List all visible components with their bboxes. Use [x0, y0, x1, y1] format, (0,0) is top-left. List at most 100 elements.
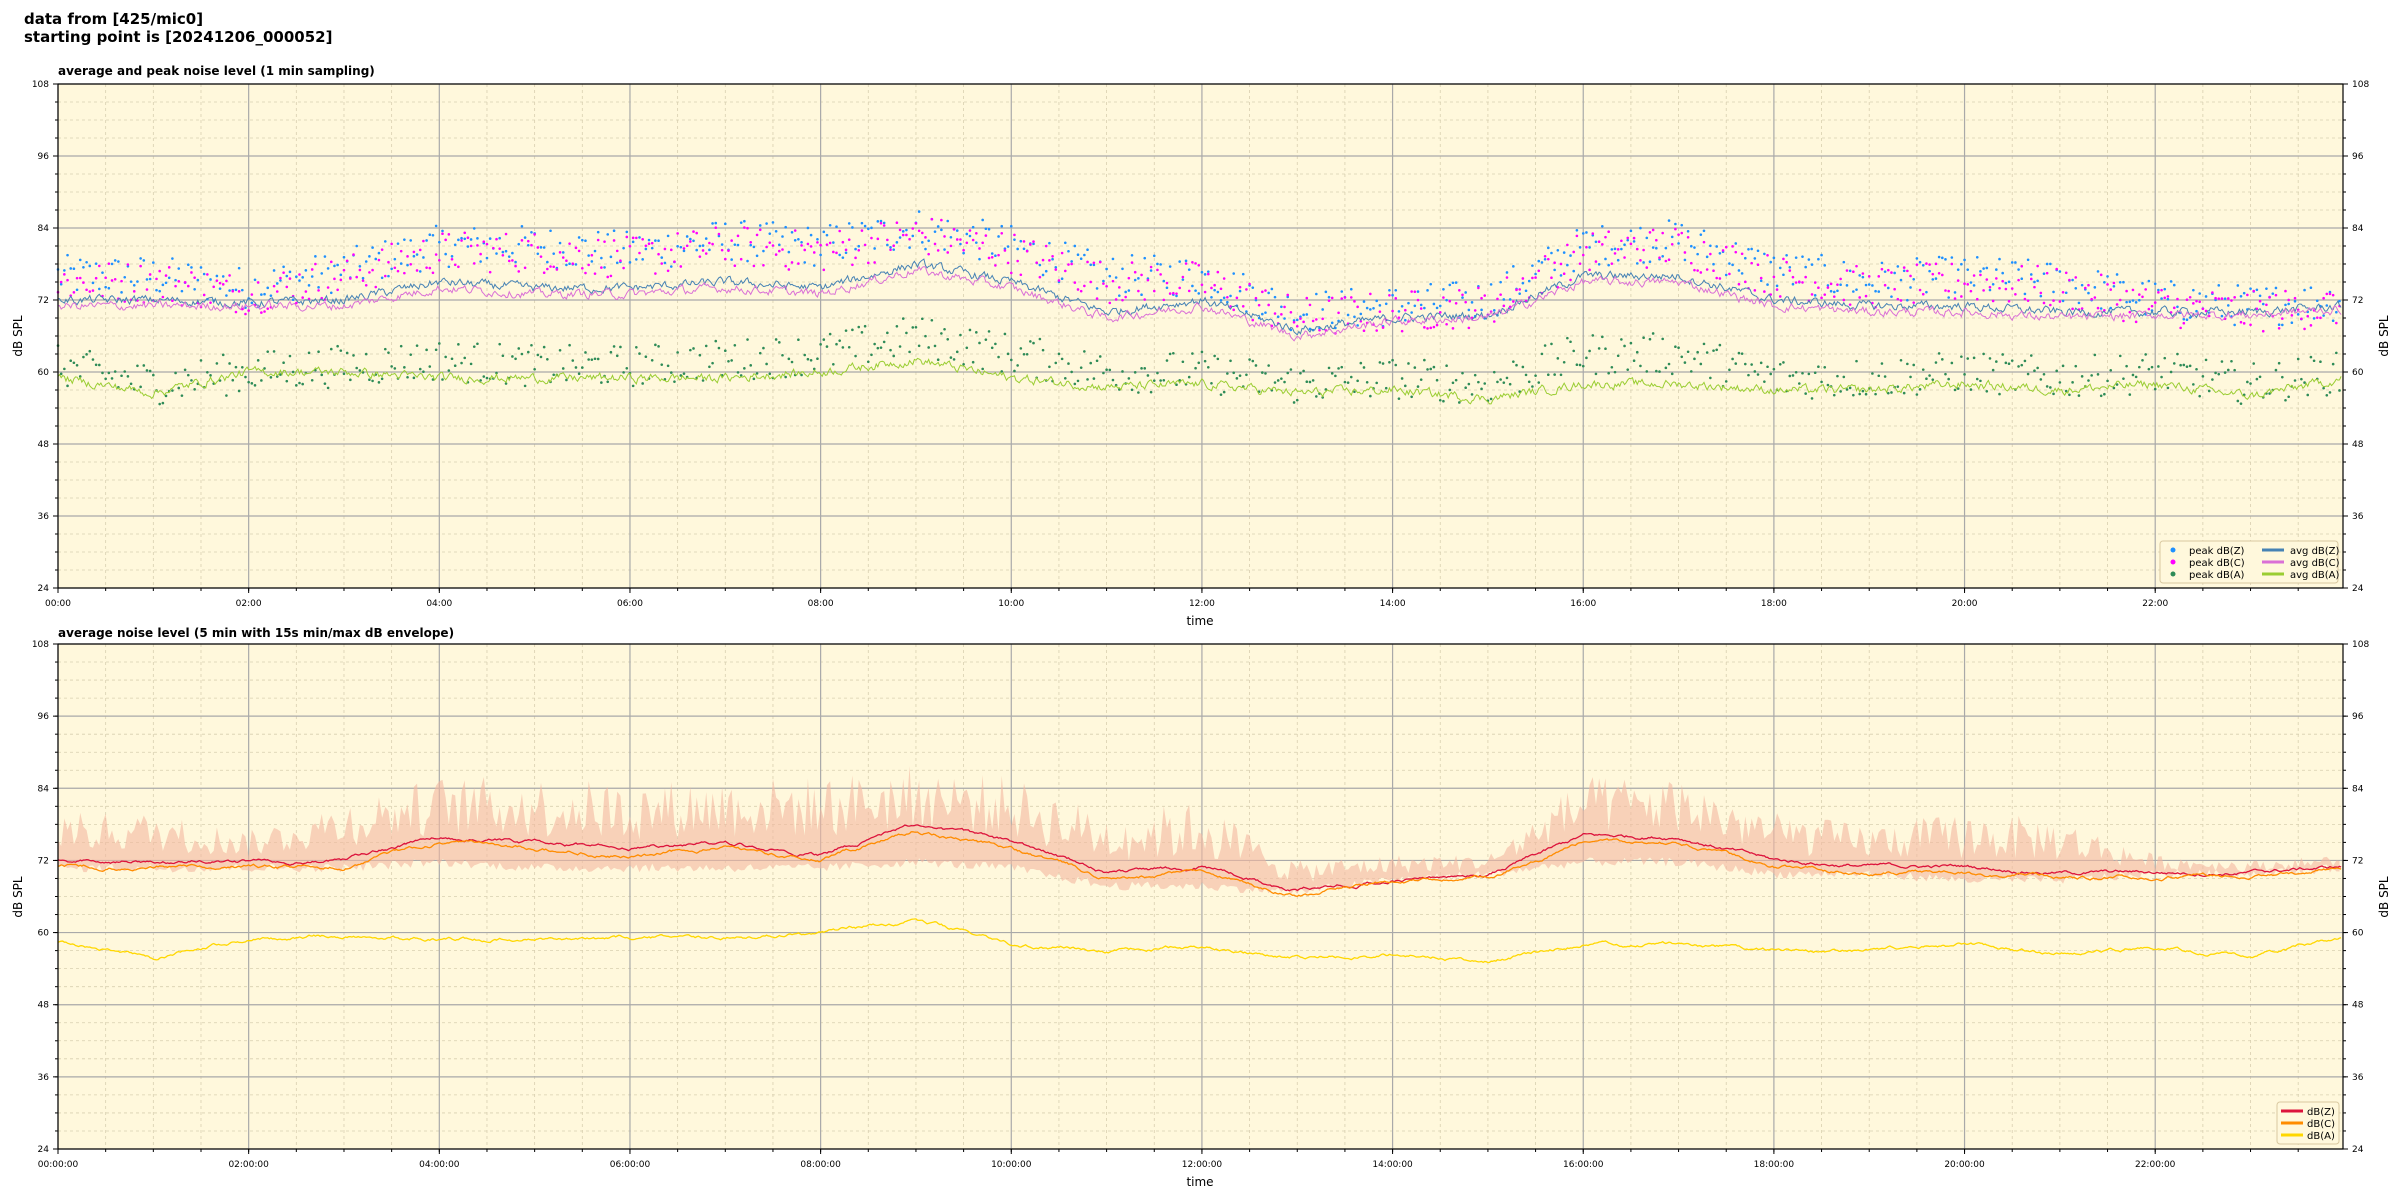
- peak-point: [1057, 279, 1061, 282]
- peak-point: [1152, 379, 1156, 383]
- peak-point: [2134, 320, 2138, 324]
- peak-point: [472, 262, 476, 265]
- peak-point: [453, 243, 457, 247]
- peak-point: [1079, 257, 1083, 261]
- peak-point: [851, 328, 854, 332]
- peak-point: [765, 362, 768, 366]
- peak-point: [749, 243, 753, 247]
- peak-point: [1054, 268, 1058, 271]
- peak-point: [1674, 227, 1677, 231]
- peak-point: [1569, 254, 1572, 257]
- peak-point: [828, 223, 832, 227]
- peak-point: [285, 379, 289, 383]
- peak-point: [495, 371, 498, 375]
- peak-point: [1340, 297, 1344, 300]
- peak-point: [622, 371, 625, 374]
- peak-point: [889, 248, 892, 252]
- peak-point: [63, 367, 66, 371]
- peak-point: [1645, 266, 1649, 269]
- peak-point: [1861, 275, 1865, 279]
- peak-point: [1972, 356, 1976, 360]
- peak-point: [1534, 374, 1537, 377]
- peak-point: [593, 357, 597, 361]
- peak-point: [1813, 371, 1817, 375]
- peak-point: [101, 371, 104, 375]
- peak-point: [625, 235, 629, 239]
- peak-point: [396, 242, 400, 245]
- peak-point: [1826, 383, 1830, 387]
- peak-point: [291, 370, 295, 374]
- peak-point: [615, 354, 619, 358]
- peak-point: [336, 344, 339, 348]
- peak-point: [1467, 308, 1471, 312]
- peak-point: [1651, 246, 1655, 249]
- peak-point: [1852, 393, 1855, 397]
- peak-point: [409, 239, 413, 242]
- peak-point: [2239, 402, 2243, 405]
- peak-point: [1540, 261, 1544, 264]
- peak-point: [1143, 298, 1147, 301]
- peak-point: [2306, 393, 2310, 397]
- peak-point: [355, 244, 358, 248]
- peak-point: [279, 276, 282, 280]
- peak-point: [94, 363, 98, 367]
- peak-point: [708, 248, 711, 252]
- peak-point: [1477, 286, 1480, 290]
- peak-point: [857, 249, 861, 252]
- peak-point: [1642, 248, 1645, 252]
- peak-point: [879, 221, 883, 225]
- peak-point: [1988, 357, 1992, 360]
- peak-point: [568, 242, 571, 245]
- peak-point: [78, 375, 82, 378]
- peak-point: [2198, 292, 2201, 295]
- peak-point: [571, 262, 575, 265]
- peak-point: [1197, 263, 1201, 267]
- peak-point: [380, 276, 384, 280]
- peak-point: [873, 247, 876, 250]
- peak-point: [425, 266, 428, 269]
- y-tick-label: 96: [2352, 152, 2364, 162]
- peak-point: [542, 345, 546, 349]
- peak-point: [415, 344, 419, 347]
- peak-point: [2281, 317, 2284, 320]
- peak-point: [968, 234, 972, 238]
- peak-point: [1238, 285, 1242, 289]
- peak-point: [758, 228, 762, 232]
- peak-point: [1216, 357, 1220, 361]
- peak-point: [1089, 263, 1093, 267]
- peak-point: [1334, 374, 1337, 378]
- peak-point: [1823, 293, 1827, 296]
- peak-point: [1448, 283, 1452, 287]
- peak-point: [1458, 401, 1461, 404]
- peak-point: [581, 266, 584, 270]
- peak-point: [1213, 283, 1216, 287]
- peak-point: [647, 242, 651, 246]
- peak-point: [1165, 286, 1169, 290]
- peak-point: [2007, 362, 2011, 366]
- peak-point: [291, 298, 295, 302]
- peak-point: [1629, 341, 1633, 345]
- peak-point: [1912, 301, 1916, 304]
- peak-point: [101, 271, 104, 274]
- peak-point: [1111, 257, 1115, 261]
- peak-point: [504, 382, 508, 385]
- peak-point: [1095, 297, 1099, 300]
- peak-point: [457, 238, 460, 242]
- peak-point: [1118, 286, 1121, 289]
- peak-point: [453, 263, 457, 267]
- peak-point: [1149, 390, 1153, 394]
- peak-point: [669, 248, 673, 252]
- peak-point: [841, 346, 845, 349]
- peak-point: [714, 226, 718, 229]
- peak-point: [1661, 254, 1664, 258]
- peak-point: [155, 277, 158, 281]
- peak-point: [148, 369, 152, 373]
- peak-point: [2220, 297, 2224, 300]
- peak-point: [558, 251, 562, 254]
- y-tick-label: 24: [38, 1145, 50, 1155]
- peak-point: [511, 251, 514, 255]
- peak-point: [2157, 291, 2160, 294]
- peak-point: [69, 359, 73, 363]
- peak-point: [1591, 232, 1595, 235]
- peak-point: [984, 234, 988, 237]
